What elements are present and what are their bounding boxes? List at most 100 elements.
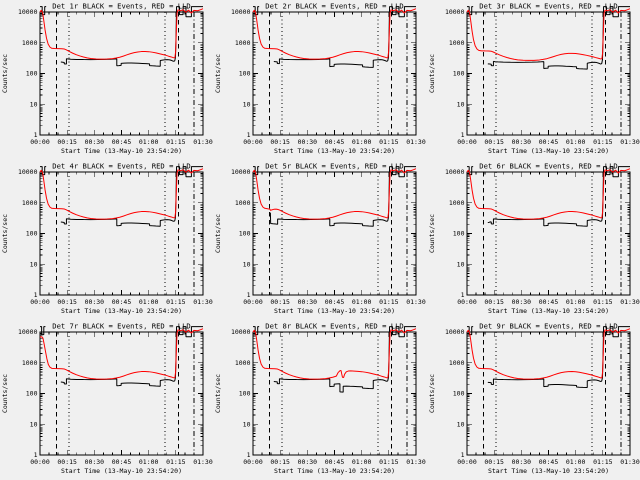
x-tick-label: 00:45 — [538, 298, 558, 306]
y-tick-label: 100 — [452, 230, 464, 238]
lld-line — [466, 168, 630, 220]
x-tick-label: 01:00 — [566, 138, 586, 146]
events-line — [466, 326, 630, 389]
events-line — [253, 326, 417, 393]
x-tick-label: 00:45 — [325, 138, 345, 146]
y-tick-label: 1000 — [22, 359, 38, 367]
y-tick-label: 100 — [26, 230, 38, 238]
x-tick-label: 00:15 — [271, 298, 291, 306]
x-tick-label: 01:00 — [352, 138, 372, 146]
chart-canvas: 00:00 00:15 00:30 00:45 01:00 01:15 01:30 1 10 10… — [428, 322, 640, 475]
x-axis-label: Start Time (13-May-10 23:54:20) — [488, 147, 609, 155]
y-tick-label: 1 — [34, 451, 38, 459]
x-tick-label: 00:30 — [85, 458, 105, 466]
y-tick-label: 10000 — [231, 168, 251, 176]
y-tick-label: 1 — [247, 291, 251, 299]
x-tick-label: 01:15 — [379, 458, 399, 466]
y-axis-label: Counts/sec — [428, 54, 436, 93]
x-tick-label: 00:45 — [538, 138, 558, 146]
events-line — [253, 166, 417, 227]
x-tick-label: 00:00 — [457, 458, 477, 466]
x-tick-label: 01:30 — [407, 458, 427, 466]
y-tick-label: 10000 — [231, 328, 251, 336]
y-tick-label: 1000 — [449, 199, 465, 207]
y-tick-label: 10000 — [445, 168, 465, 176]
x-tick-label: 00:30 — [511, 458, 531, 466]
x-tick-label: 01:30 — [193, 458, 213, 466]
x-tick-label: 00:45 — [325, 458, 345, 466]
plot-title: Det 5r BLACK = Events, RED = LLD — [266, 162, 404, 171]
y-tick-label: 100 — [452, 70, 464, 78]
x-tick-label: 01:00 — [139, 138, 159, 146]
events-line — [39, 326, 203, 387]
events-line — [253, 6, 417, 68]
x-tick-label: 01:30 — [193, 138, 213, 146]
lld-line — [466, 328, 630, 380]
x-tick-label: 00:30 — [298, 138, 318, 146]
y-tick-label: 1 — [247, 451, 251, 459]
y-tick-label: 1000 — [22, 39, 38, 47]
x-axis-label: Start Time (13-May-10 23:54:20) — [61, 307, 182, 315]
x-axis-label: Start Time (13-May-10 23:54:20) — [61, 467, 182, 475]
x-tick-label: 00:15 — [484, 298, 504, 306]
x-tick-label: 00:00 — [30, 298, 50, 306]
y-tick-label: 1 — [460, 291, 464, 299]
chart-canvas: 00:00 00:15 00:30 00:45 01:00 01:15 01:30 1 10 10… — [214, 162, 427, 315]
chart-canvas: 00:00 00:15 00:30 00:45 01:00 01:15 01:30 1 10 10… — [1, 162, 213, 315]
x-axis-label: Start Time (13-May-10 23:54:20) — [488, 467, 609, 475]
x-tick-label: 00:30 — [85, 138, 105, 146]
x-axis-label: Start Time (13-May-10 23:54:20) — [61, 147, 182, 155]
x-tick-label: 00:00 — [244, 298, 264, 306]
x-tick-label: 00:30 — [85, 298, 105, 306]
x-tick-label: 00:15 — [57, 298, 77, 306]
y-tick-label: 1000 — [449, 359, 465, 367]
y-tick-label: 10000 — [18, 328, 38, 336]
y-tick-label: 1 — [247, 131, 251, 139]
y-tick-label: 1000 — [22, 199, 38, 207]
y-axis-label: Counts/sec — [428, 214, 436, 253]
subplot-det-2r: 00:00 00:15 00:30 00:45 01:00 01:15 01:30 1 10 10… — [213, 0, 426, 160]
x-tick-label: 01:30 — [620, 458, 640, 466]
y-tick-label: 100 — [26, 70, 38, 78]
y-tick-label: 1000 — [235, 199, 251, 207]
y-tick-label: 1000 — [235, 39, 251, 47]
y-tick-label: 100 — [452, 390, 464, 398]
y-tick-label: 10000 — [445, 328, 465, 336]
events-line — [466, 6, 630, 70]
x-tick-label: 00:15 — [57, 138, 77, 146]
x-tick-label: 00:15 — [271, 458, 291, 466]
x-tick-label: 01:00 — [352, 298, 372, 306]
x-tick-label: 01:30 — [407, 298, 427, 306]
plot-title: Det 7r BLACK = Events, RED = LLD — [52, 322, 190, 331]
subplot-det-6r: 00:00 00:15 00:30 00:45 01:00 01:15 01:30 1 10 10… — [427, 160, 640, 320]
x-tick-label: 00:30 — [511, 138, 531, 146]
plot-title: Det 2r BLACK = Events, RED = LLD — [266, 2, 404, 11]
plot-title: Det 6r BLACK = Events, RED = LLD — [479, 162, 617, 171]
y-tick-label: 1000 — [449, 39, 465, 47]
y-axis-label: Counts/sec — [214, 54, 222, 93]
y-tick-label: 10000 — [445, 8, 465, 16]
lld-line — [252, 8, 417, 60]
x-tick-label: 00:30 — [511, 298, 531, 306]
y-tick-label: 10 — [243, 420, 251, 428]
y-tick-label: 10 — [456, 260, 464, 268]
x-tick-label: 01:15 — [166, 458, 186, 466]
x-tick-label: 00:45 — [112, 138, 132, 146]
subplot-det-1r: 00:00 00:15 00:30 00:45 01:00 01:15 01:30 1 10 10… — [0, 0, 213, 160]
y-tick-label: 100 — [239, 230, 251, 238]
plot-title: Det 1r BLACK = Events, RED = LLD — [52, 2, 190, 11]
y-tick-label: 10 — [30, 420, 38, 428]
y-tick-label: 1 — [460, 131, 464, 139]
x-tick-label: 00:45 — [112, 298, 132, 306]
x-tick-label: 01:00 — [352, 458, 372, 466]
subplot-det-7r: 00:00 00:15 00:30 00:45 01:00 01:15 01:30 1 10 10… — [0, 320, 213, 480]
x-tick-label: 01:30 — [620, 298, 640, 306]
chart-canvas: 00:00 00:15 00:30 00:45 01:00 01:15 01:30 1 10 10… — [214, 2, 426, 155]
y-tick-label: 1 — [34, 291, 38, 299]
y-tick-label: 10000 — [18, 168, 38, 176]
y-axis-label: Counts/sec — [214, 214, 222, 253]
x-tick-label: 00:00 — [244, 458, 264, 466]
y-tick-label: 10000 — [231, 8, 251, 16]
y-tick-label: 10 — [456, 420, 464, 428]
x-tick-label: 01:15 — [379, 138, 399, 146]
